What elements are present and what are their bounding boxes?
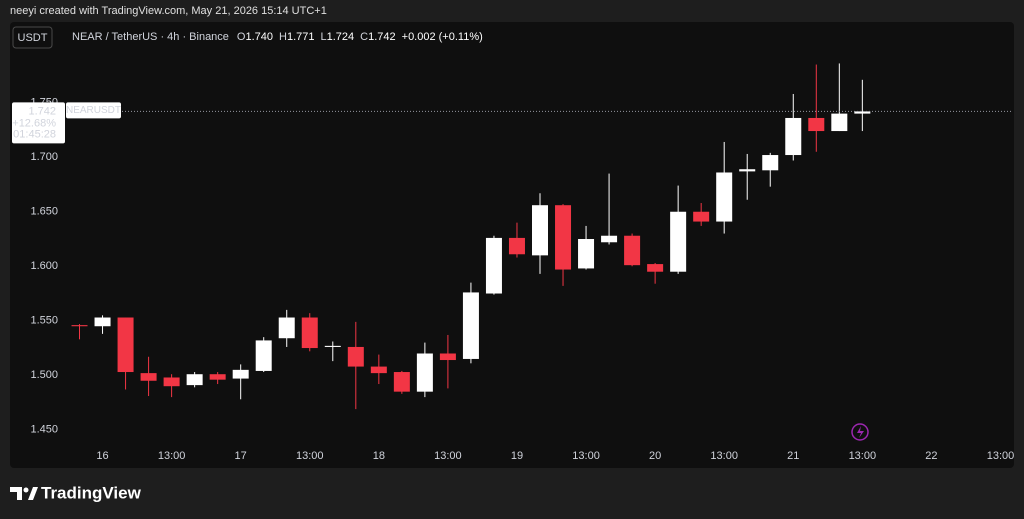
candle-body xyxy=(209,374,226,380)
x-tick-label: 16 xyxy=(96,450,108,462)
candle-body xyxy=(140,373,157,381)
candle-body xyxy=(808,117,825,132)
x-tick-label: 13:00 xyxy=(849,450,877,462)
candle-body xyxy=(785,117,802,156)
x-tick-label: 19 xyxy=(511,450,523,462)
x-tick-label: 17 xyxy=(235,450,247,462)
legend-label: C xyxy=(360,31,368,43)
candle-body xyxy=(762,155,779,171)
candle-body xyxy=(831,113,848,132)
candle-body xyxy=(186,374,203,386)
candle-body xyxy=(416,353,433,392)
logo-slash xyxy=(28,487,38,500)
symbol-tag xyxy=(66,102,121,119)
legend-value: 1.742 xyxy=(368,31,396,43)
candle-body xyxy=(624,235,641,266)
x-tick-label: 22 xyxy=(925,450,937,462)
candle-body xyxy=(393,372,410,392)
candle-body xyxy=(647,264,664,272)
candle-body xyxy=(324,345,341,347)
currency-button-label[interactable]: USDT xyxy=(18,32,48,44)
candle-body xyxy=(670,211,687,272)
candle-body xyxy=(347,346,364,367)
candle-body xyxy=(301,317,318,349)
y-tick-label: 1.450 xyxy=(30,424,58,436)
candle-body xyxy=(71,325,88,327)
candle-body xyxy=(716,172,733,222)
candle-body xyxy=(94,317,111,327)
y-tick-label: 1.650 xyxy=(30,206,58,218)
x-tick-label: 13:00 xyxy=(572,450,600,462)
price-tag xyxy=(12,102,65,144)
y-tick-label: 1.600 xyxy=(30,260,58,272)
x-tick-label: 13:00 xyxy=(710,450,738,462)
y-tick-label: 1.700 xyxy=(30,151,58,163)
y-tick-label: 1.550 xyxy=(30,315,58,327)
candle-body xyxy=(578,239,595,269)
brand-name: TradingView xyxy=(41,483,142,502)
candle-body xyxy=(163,377,180,387)
x-tick-label: 18 xyxy=(373,450,385,462)
logo-dot xyxy=(23,487,29,493)
price-tag-countdown: 01:45:28 xyxy=(13,128,56,140)
candle-body xyxy=(485,237,502,294)
legend-label: O xyxy=(237,31,246,43)
alert-icon-bolt xyxy=(857,426,864,438)
brand-logo xyxy=(10,487,38,500)
legend-change: +0.002 (+0.11%) xyxy=(402,31,483,43)
x-tick-label: 20 xyxy=(649,450,661,462)
candle-body xyxy=(462,292,479,359)
legend-value: 1.740 xyxy=(245,31,273,43)
legend-label: H xyxy=(279,31,287,43)
candle-body xyxy=(854,111,871,114)
candle-body xyxy=(739,169,756,172)
legend-value: 1.724 xyxy=(327,31,355,43)
legend-symbol: NEAR / TetherUS · 4h · Binance xyxy=(72,31,229,43)
currency-button[interactable] xyxy=(12,26,53,49)
logo-shape xyxy=(10,487,22,500)
candle-body xyxy=(117,317,134,373)
candle-body xyxy=(693,211,710,222)
x-tick-label: 13:00 xyxy=(158,450,186,462)
legend-label: L xyxy=(321,31,327,43)
x-tick-label: 13:00 xyxy=(296,450,324,462)
x-tick-label: 13:00 xyxy=(987,450,1015,462)
candle-body xyxy=(508,237,525,255)
y-tick-label: 1.500 xyxy=(30,369,58,381)
candle-body xyxy=(532,205,548,256)
candle-body xyxy=(439,353,456,361)
alert-icon[interactable] xyxy=(851,423,869,441)
candle-body xyxy=(255,340,272,371)
candle-body xyxy=(232,369,249,379)
legend-value: 1.771 xyxy=(287,31,315,43)
x-tick-label: 13:00 xyxy=(434,450,462,462)
candle-body xyxy=(370,366,387,374)
candle-body xyxy=(555,205,572,270)
price-tag-value: 1.742 xyxy=(28,105,56,117)
x-tick-label: 21 xyxy=(787,450,799,462)
symbol-tag-label: NEARUSDT xyxy=(66,105,121,116)
candle-body xyxy=(278,317,295,339)
caption: neeyi created with TradingView.com, May … xyxy=(10,5,327,17)
legend: NEAR / TetherUS · 4h · Binance O1.740 H1.7… xyxy=(72,31,483,43)
price-tag-change: +12.68% xyxy=(12,117,56,129)
candle-body xyxy=(601,235,618,243)
